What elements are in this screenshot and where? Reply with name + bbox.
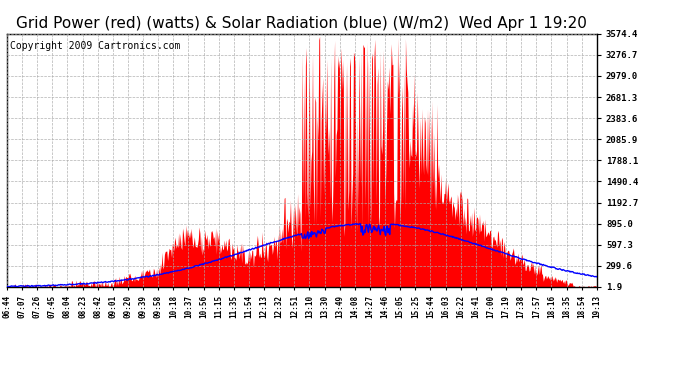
Title: Grid Power (red) (watts) & Solar Radiation (blue) (W/m2)  Wed Apr 1 19:20: Grid Power (red) (watts) & Solar Radiati… [17,16,587,31]
Text: Copyright 2009 Cartronics.com: Copyright 2009 Cartronics.com [10,41,180,51]
